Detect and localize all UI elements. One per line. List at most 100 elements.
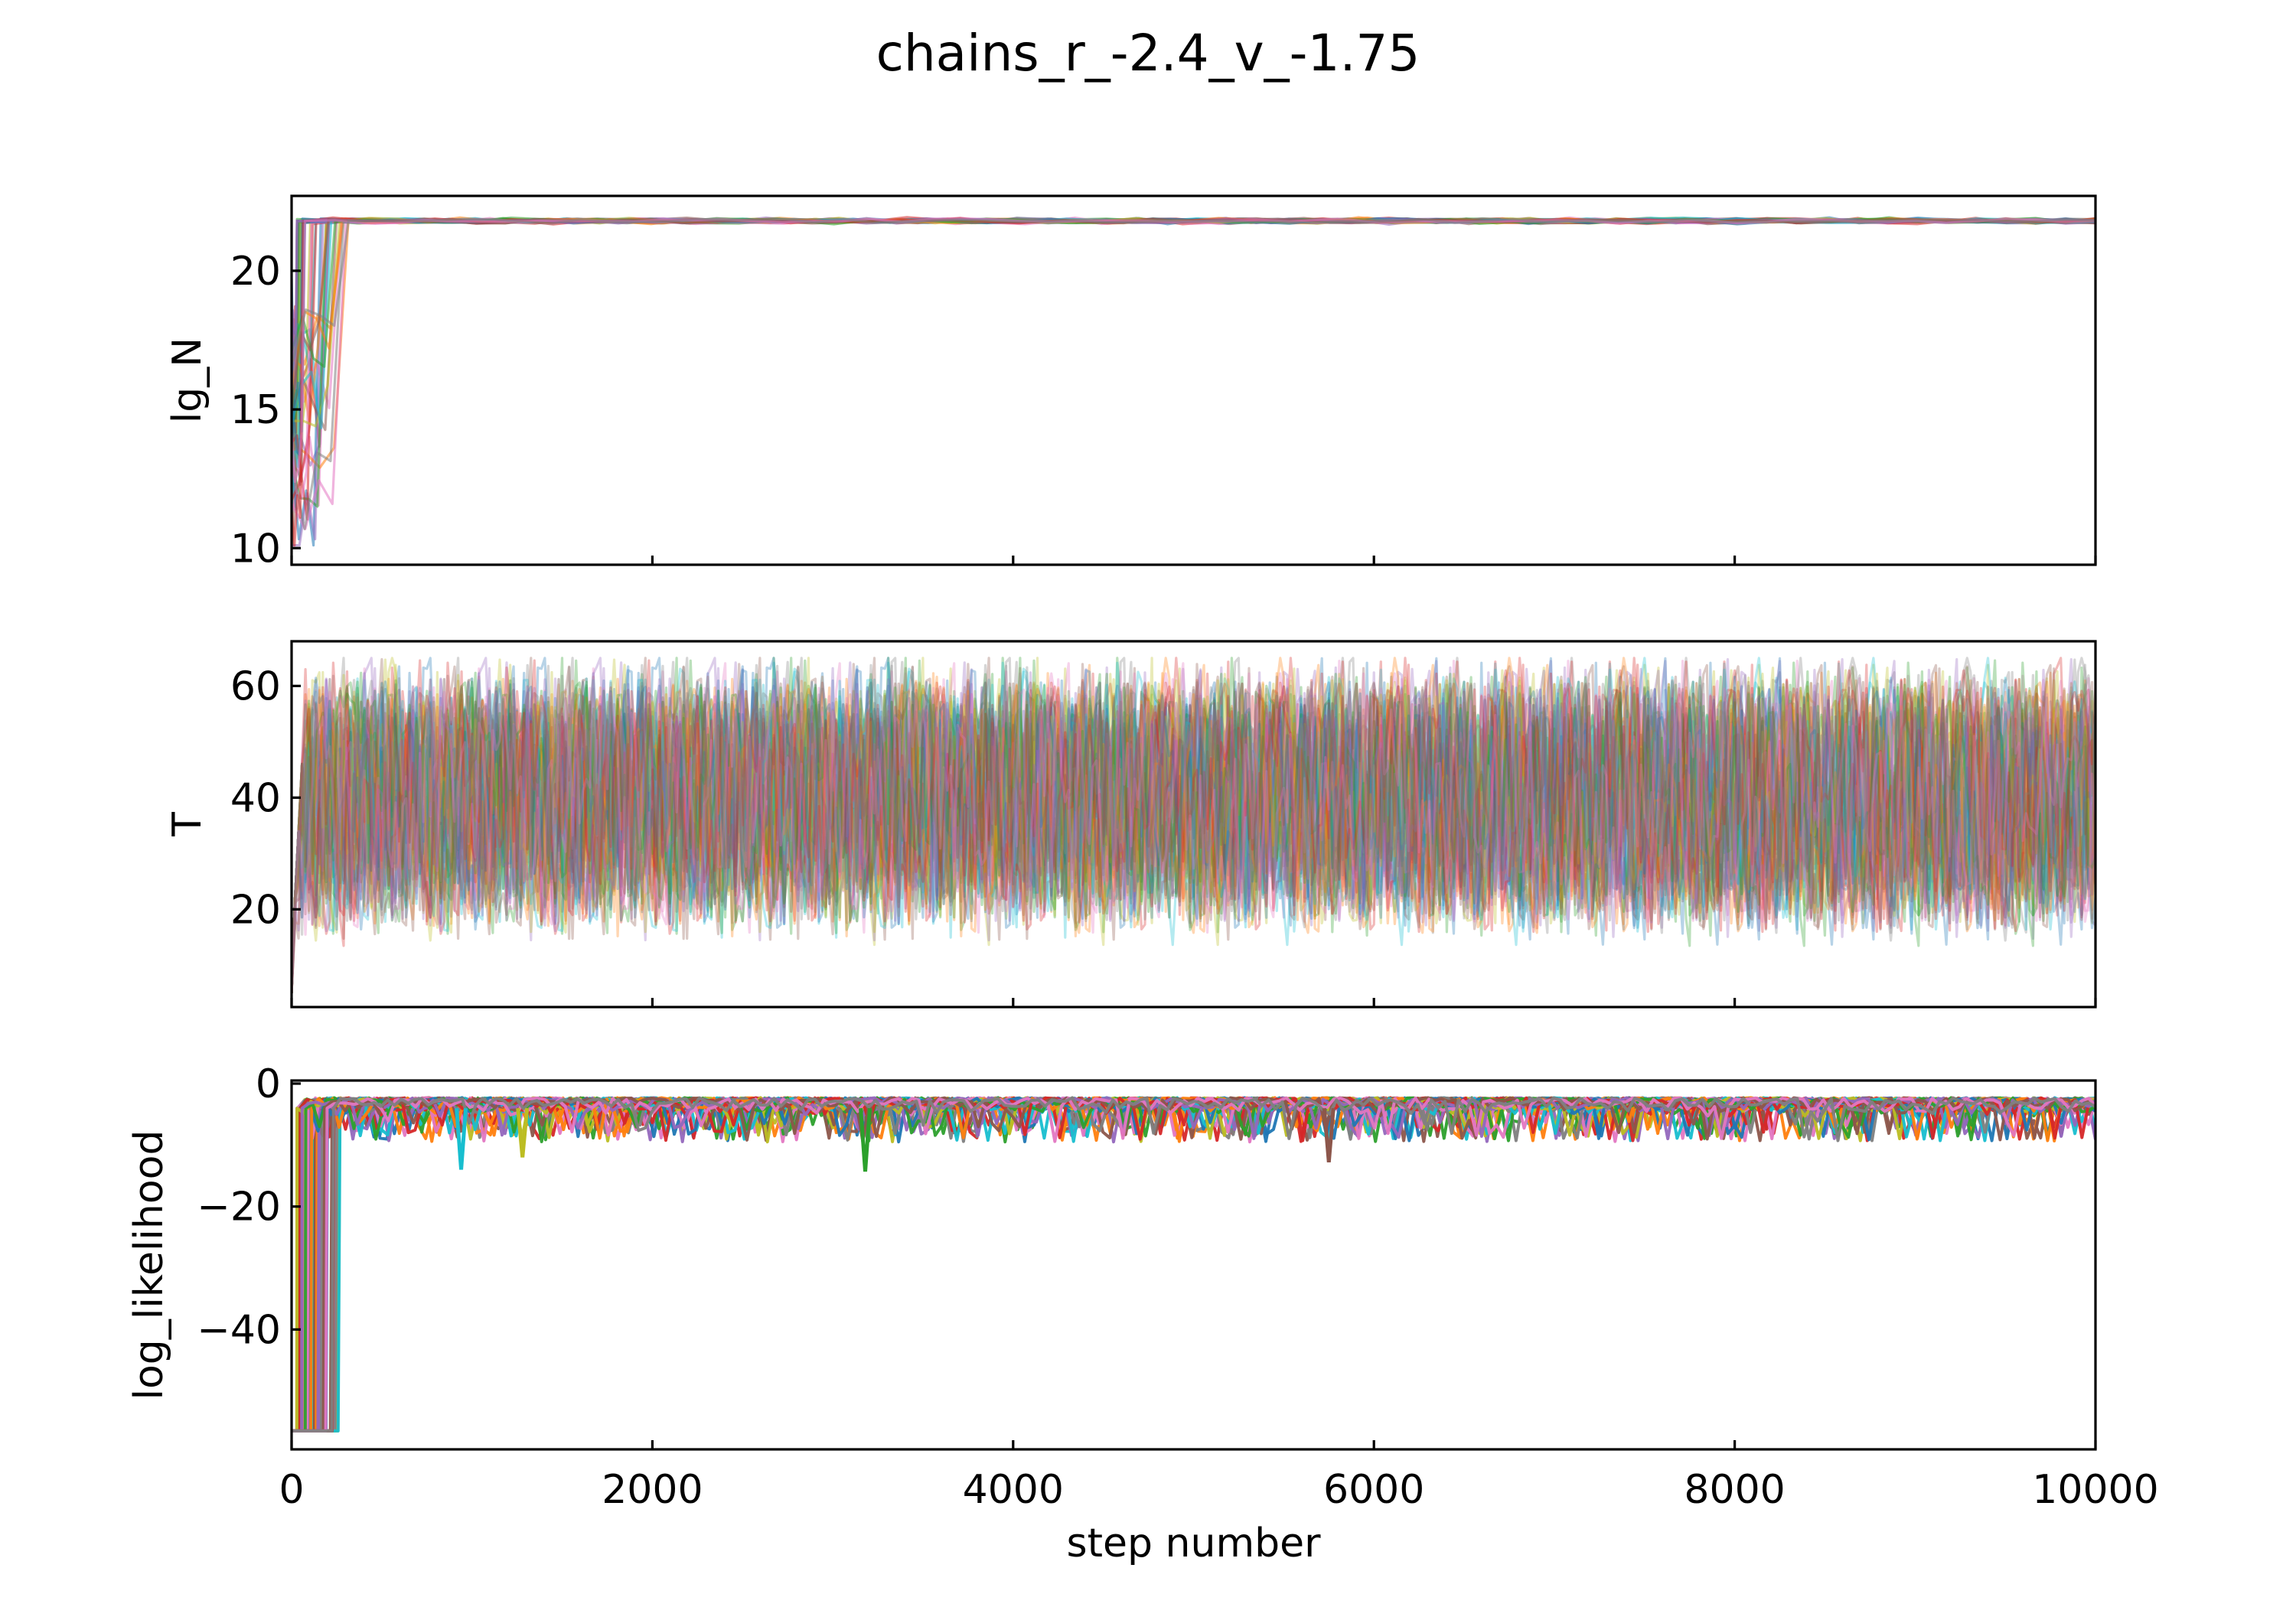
y-tick-label: 20 xyxy=(230,887,281,933)
walker-trace xyxy=(292,657,2095,993)
walker-trace xyxy=(292,217,2095,484)
walker-trace xyxy=(292,1096,2095,1433)
walker-trace xyxy=(292,657,2095,993)
subplot-1: 10 15 20 lg_N xyxy=(165,194,2097,572)
walker-trace xyxy=(292,216,2095,409)
walker-trace xyxy=(292,660,2095,993)
axes-frame xyxy=(290,1079,2097,1451)
walker-trace xyxy=(292,1096,2095,1433)
walker-trace xyxy=(292,217,2095,390)
outlier-dip xyxy=(516,1107,530,1158)
walker-trace xyxy=(292,1096,2095,1433)
x-tick-label: 0 xyxy=(279,1467,304,1513)
walker-trace xyxy=(292,657,2095,993)
axes-frame xyxy=(290,194,2097,566)
walker-trace xyxy=(292,216,2095,547)
walker-trace xyxy=(292,217,2095,514)
walker-trace xyxy=(292,657,2095,993)
walker-trace xyxy=(292,657,2095,993)
walker-trace xyxy=(292,657,2095,993)
walker-trace xyxy=(292,1096,2095,1433)
walker-trace xyxy=(292,217,2095,530)
walker-trace xyxy=(292,657,2095,993)
walker-trace xyxy=(292,657,2095,993)
walker-trace xyxy=(292,657,2095,993)
walker-trace xyxy=(292,217,2095,449)
walker-trace xyxy=(292,657,2095,993)
walker-trace xyxy=(292,657,2095,993)
walker-trace xyxy=(292,1096,2095,1433)
walker-trace xyxy=(292,660,2095,993)
walker-trace xyxy=(292,217,2095,416)
walker-trace xyxy=(292,217,2095,487)
walker-trace xyxy=(292,1096,2095,1433)
walker-trace xyxy=(292,217,2095,367)
walker-trace xyxy=(292,1096,2095,1433)
walker-trace xyxy=(292,216,2095,422)
walker-trace xyxy=(292,217,2095,501)
walker-trace xyxy=(292,1096,2095,1433)
walker-trace xyxy=(292,657,2095,993)
walker-trace xyxy=(292,657,2095,993)
walker-trace xyxy=(292,658,2095,993)
walker-trace xyxy=(292,1096,2095,1433)
walker-trace xyxy=(292,1096,2095,1433)
outlier-dip xyxy=(455,1107,468,1170)
y-tick-label: −20 xyxy=(197,1185,281,1231)
y-axis-label: lg_N xyxy=(165,337,210,423)
walker-trace xyxy=(292,1096,2095,1433)
walker-trace xyxy=(292,1096,2095,1433)
walker-trace xyxy=(292,657,2095,993)
x-axis-label: step number xyxy=(1067,1521,1322,1566)
walker-trace xyxy=(292,217,2095,547)
walker-trace xyxy=(292,1096,2095,1433)
walker-trace xyxy=(292,217,2095,432)
walker-traces xyxy=(292,1096,2095,1433)
figure-title: chains_r_-2.4_v_-1.75 xyxy=(876,24,1420,83)
walker-trace xyxy=(292,1096,2095,1433)
walker-trace xyxy=(292,217,2095,467)
y-tick-label: 60 xyxy=(230,663,281,709)
walker-traces xyxy=(292,216,2095,547)
walker-trace xyxy=(292,1096,2095,1433)
x-tick-label: 4000 xyxy=(963,1467,1064,1513)
outlier-dip xyxy=(1322,1107,1336,1163)
y-tick-label: −40 xyxy=(197,1307,281,1353)
walker-trace xyxy=(292,657,2095,993)
walker-trace xyxy=(292,657,2095,993)
walker-trace xyxy=(292,660,2095,993)
walker-trace xyxy=(292,1096,2095,1433)
walker-trace xyxy=(292,217,2095,448)
walker-trace xyxy=(292,657,2095,993)
walker-trace xyxy=(292,657,2095,993)
walker-trace xyxy=(292,217,2095,513)
walker-trace xyxy=(292,1096,2095,1433)
walker-trace xyxy=(292,1096,2095,1433)
walker-trace xyxy=(292,217,2095,403)
walker-trace xyxy=(292,1096,2095,1433)
walker-trace xyxy=(292,657,2095,993)
y-tick-label: 15 xyxy=(230,387,281,433)
walker-trace xyxy=(292,657,2095,993)
walker-trace xyxy=(292,657,2095,993)
walker-trace xyxy=(292,657,2095,993)
walker-traces xyxy=(292,657,2095,993)
walker-trace xyxy=(292,1096,2095,1433)
walker-trace xyxy=(292,217,2095,368)
walker-trace xyxy=(292,217,2095,462)
walker-trace xyxy=(292,1096,2095,1433)
y-tick-label: 40 xyxy=(230,775,281,821)
walker-trace xyxy=(292,217,2095,374)
walker-trace xyxy=(292,217,2095,410)
walker-trace xyxy=(292,1096,2095,1433)
walker-trace xyxy=(292,657,2095,993)
walker-trace xyxy=(292,217,2095,428)
walker-trace xyxy=(292,1096,2095,1433)
walker-trace xyxy=(292,1096,2095,1433)
walker-trace xyxy=(292,1096,2095,1433)
walker-trace xyxy=(292,217,2095,386)
walker-trace xyxy=(292,217,2095,374)
walker-trace xyxy=(292,217,2095,530)
